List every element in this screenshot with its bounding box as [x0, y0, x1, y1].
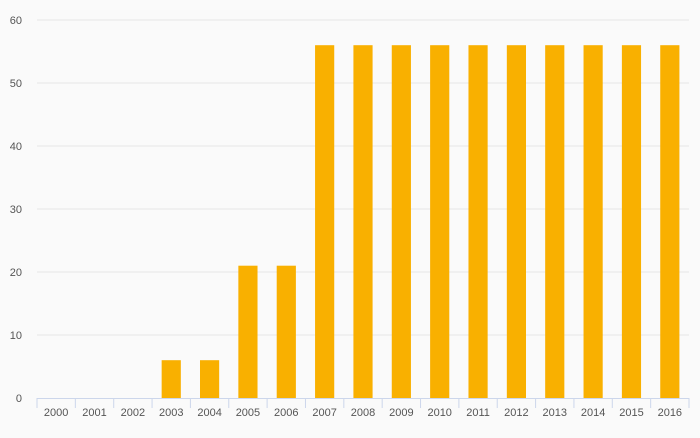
x-tick-label: 2000	[44, 407, 68, 419]
y-tick-label: 60	[10, 15, 22, 27]
x-tick-label: 2016	[658, 407, 682, 419]
x-tick-label: 2001	[82, 407, 106, 419]
bar-2009[interactable]	[391, 45, 411, 398]
x-tick-label: 2002	[121, 407, 145, 419]
bar-2005[interactable]	[238, 265, 258, 398]
x-axis-tick-labels: 2000 2001 2002 2003 2004 2005 2006 2007 2008 2009…	[44, 407, 682, 419]
bar-2013[interactable]	[545, 45, 565, 398]
bar-2015[interactable]	[621, 45, 642, 398]
x-tick-label: 2005	[236, 407, 260, 419]
y-tick-label: 40	[10, 141, 22, 153]
bar-2010[interactable]	[430, 45, 450, 398]
bar-2004[interactable]	[200, 360, 220, 398]
y-tick-label: 0	[16, 393, 22, 405]
bar-2007[interactable]	[315, 45, 335, 398]
bar-2016[interactable]	[660, 45, 680, 398]
bar-2006[interactable]	[276, 265, 296, 398]
x-tick-label: 2014	[581, 407, 605, 419]
bar-2014[interactable]	[583, 45, 603, 398]
x-tick-label: 2009	[389, 407, 413, 419]
x-tick-label: 2004	[197, 407, 221, 419]
bar-2011[interactable]	[468, 45, 488, 398]
bars	[161, 45, 680, 398]
bar-2008[interactable]	[353, 45, 373, 398]
x-tick-label: 2003	[159, 407, 183, 419]
y-tick-label: 50	[10, 78, 22, 90]
x-tick-label: 2012	[504, 407, 528, 419]
y-tick-label: 20	[10, 267, 22, 279]
x-axis	[36, 398, 690, 408]
y-tick-label: 10	[10, 330, 22, 342]
x-tick-label: 2011	[466, 407, 490, 419]
x-tick-label: 2013	[543, 407, 567, 419]
x-tick-label: 2007	[312, 407, 336, 419]
x-tick-label: 2006	[274, 407, 298, 419]
bar-2012[interactable]	[506, 45, 526, 398]
bar-2003[interactable]	[161, 360, 181, 398]
y-axis-tick-labels: 0 10 20 30 40 50 60	[10, 15, 22, 405]
x-tick-label: 2015	[619, 407, 643, 419]
x-tick-label: 2010	[427, 407, 451, 419]
y-tick-label: 30	[10, 204, 22, 216]
x-tick-label: 2008	[351, 407, 375, 419]
